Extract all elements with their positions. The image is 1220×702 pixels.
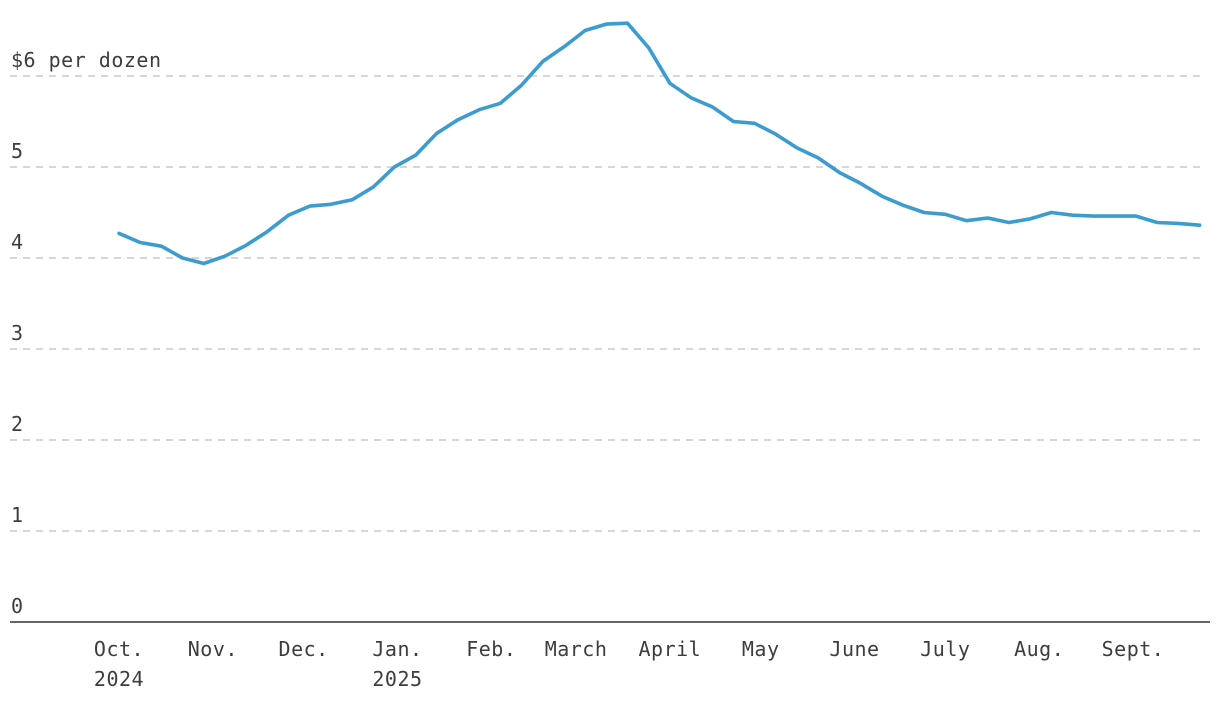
gridlines (10, 75, 1202, 532)
x-tick-label-0: Oct. (94, 637, 144, 661)
series-layer (117, 21, 1202, 266)
y-tick-label-0: 0 (11, 594, 24, 618)
x-tick-label-5: March (545, 637, 608, 661)
x-tick-label-6: April (639, 637, 702, 661)
x-tick-year-label-3: 2025 (372, 667, 422, 691)
y-tick-label-3: 3 (11, 321, 24, 345)
y-axis-labels: 0 1 2 3 4 5 $6 per dozen (11, 48, 162, 618)
x-tick-label-10: Aug. (1014, 637, 1064, 661)
x-tick-label-7: May (742, 637, 780, 661)
y-tick-label-4: 4 (11, 230, 24, 254)
x-tick-label-3: Jan. (372, 637, 422, 661)
y-tick-label-1: 1 (11, 503, 24, 527)
y-tick-label-2: 2 (11, 412, 24, 436)
series-line-0 (117, 21, 1202, 266)
y-tick-label-5: 5 (11, 139, 24, 163)
y-tick-label-6: $6 per dozen (11, 48, 162, 72)
x-tick-label-11: Sept. (1102, 637, 1165, 661)
x-tick-label-8: June (829, 637, 879, 661)
x-tick-label-1: Nov. (188, 637, 238, 661)
x-tick-label-2: Dec. (279, 637, 329, 661)
x-tick-label-4: Feb. (466, 637, 516, 661)
x-tick-label-9: July (920, 637, 970, 661)
x-tick-year-label-0: 2024 (94, 667, 144, 691)
x-axis-labels: Oct. 2024 Nov. Dec. Jan. 2025 Feb. March April Ma… (94, 637, 1164, 691)
